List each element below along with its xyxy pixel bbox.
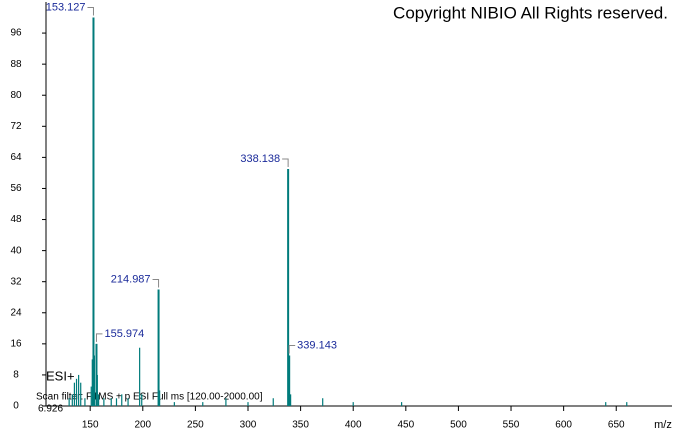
y-tick-label: 48 (10, 214, 22, 225)
annotation: Scan filter: FTMS + p ESI Full ms [120.0… (36, 392, 263, 403)
x-tick-label: 450 (397, 420, 414, 431)
x-tick-label: 350 (292, 420, 309, 431)
label-bracket (282, 158, 289, 168)
x-tick-label: 250 (187, 420, 204, 431)
x-tick-label: 300 (240, 420, 257, 431)
annotation: 6.926 (38, 404, 63, 415)
x-axis-label: m/z (654, 419, 672, 431)
peak-label: 214.987 (111, 273, 151, 285)
peak-label: 339.143 (297, 339, 337, 351)
x-tick-label: 650 (608, 420, 625, 431)
y-tick-label: 0 (13, 401, 19, 412)
y-tick-label: 80 (10, 90, 22, 101)
x-tick-label: 550 (503, 420, 520, 431)
x-tick-label: 400 (345, 420, 362, 431)
y-tick-label: 64 (10, 152, 22, 163)
y-tick-label: 72 (10, 121, 22, 132)
x-tick-label: 150 (82, 420, 99, 431)
y-tick-label: 56 (10, 183, 22, 194)
y-tick-label: 40 (10, 245, 22, 256)
y-tick-label: 24 (10, 307, 22, 318)
y-tick-label: 16 (10, 338, 22, 349)
chart-title: Copyright NIBIO All Rights reserved. (393, 3, 668, 22)
peak-label: 155.974 (104, 328, 144, 340)
label-bracket (152, 278, 160, 288)
annotation: ESI+ (46, 368, 75, 383)
peak-label: 153.127 (46, 1, 86, 13)
label-bracket (87, 7, 94, 16)
y-tick-label: 32 (10, 276, 22, 287)
x-tick-label: 500 (450, 420, 467, 431)
y-tick-label: 96 (10, 28, 22, 39)
peak-label: 338.138 (240, 153, 280, 165)
label-bracket (288, 345, 296, 354)
x-tick-label: 200 (134, 420, 151, 431)
x-tick-label: 600 (555, 420, 572, 431)
y-tick-label: 88 (10, 59, 22, 70)
label-bracket (95, 333, 103, 342)
y-tick-label: 8 (13, 370, 19, 381)
